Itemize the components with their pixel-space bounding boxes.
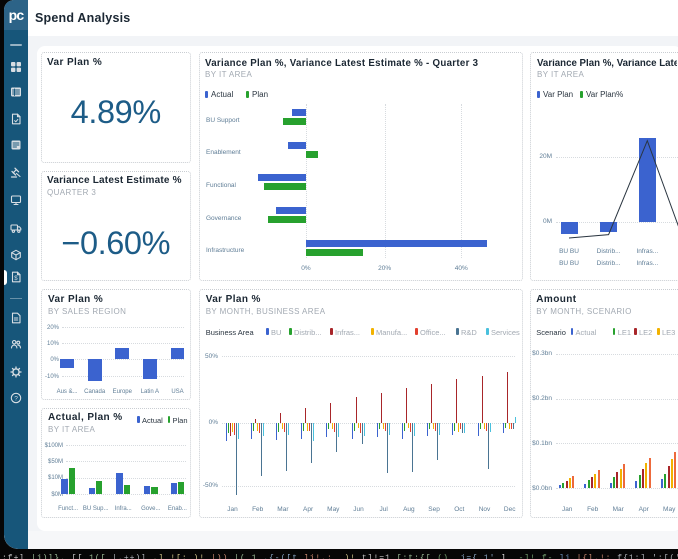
svg-text:$: $ — [14, 276, 18, 282]
svg-text:?: ? — [14, 395, 18, 402]
